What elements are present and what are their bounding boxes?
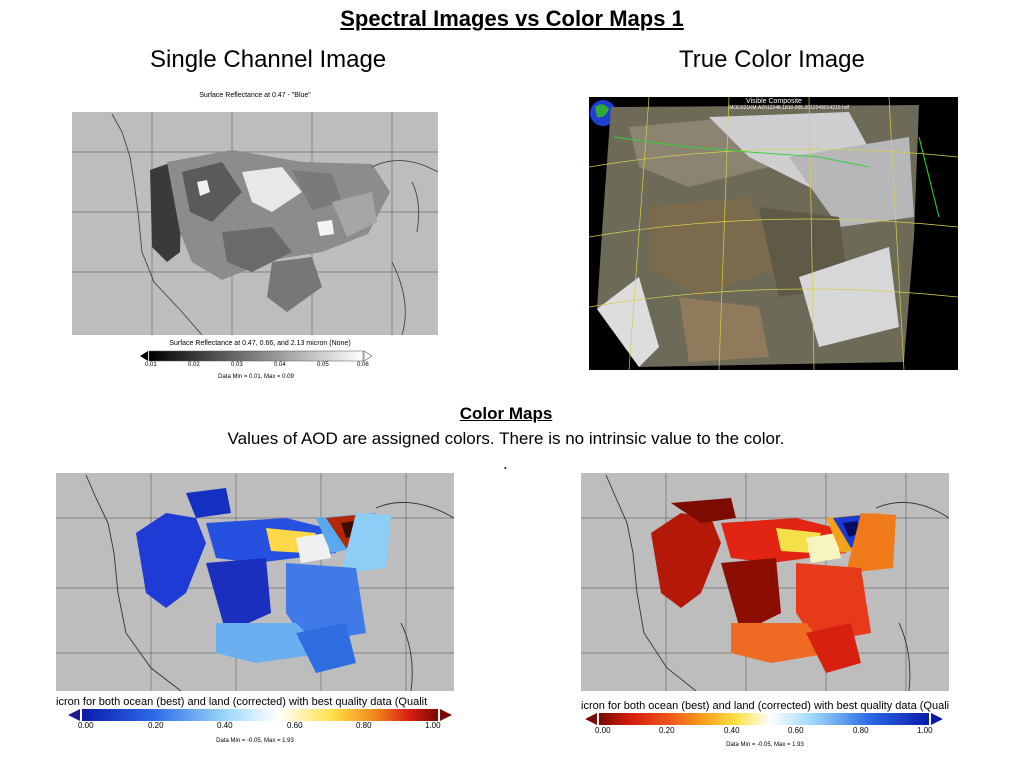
tick-label: 1.00 <box>917 726 933 735</box>
color-maps-heading: Color Maps <box>459 404 553 423</box>
tick-label: 0.80 <box>356 721 372 730</box>
tick-label: 0.05 <box>317 362 329 368</box>
tick-label: 0.00 <box>595 726 611 735</box>
aod-map-blue <box>56 473 454 691</box>
single-channel-map <box>72 112 438 335</box>
tick-label: 0.60 <box>788 726 804 735</box>
tick-label: 0.80 <box>853 726 869 735</box>
aod-blue-data-range: Data Min = -0.05, Max = 1.93 <box>216 738 294 744</box>
true-color-image: Visible Composite MOD021KM.A2012248.1810… <box>589 97 958 370</box>
tick-label: 0.04 <box>274 362 286 368</box>
true-color-caption-2: MOD021KM.A2012248.1810.005.2012249014210… <box>729 105 849 111</box>
tick-label: 0.02 <box>188 362 200 368</box>
aod-blue-colorbar-title: icron for both ocean (best) and land (co… <box>56 696 428 708</box>
aod-red-colorbar <box>585 712 943 726</box>
tick-label: 0.01 <box>145 362 157 368</box>
single-channel-map-title: Surface Reflectance at 0.47 - "Blue" <box>199 92 311 99</box>
aod-map-red <box>581 473 949 691</box>
tick-label: 0.06 <box>357 362 369 368</box>
tick-label: 0.60 <box>287 721 303 730</box>
color-maps-dot: . <box>503 454 508 473</box>
aod-red-data-range: Data Min = -0.05, Max = 1.93 <box>726 742 804 748</box>
tick-label: 0.20 <box>659 726 675 735</box>
slide-title: Spectral Images vs Color Maps 1 <box>340 6 684 31</box>
single-channel-heading: Single Channel Image <box>150 46 387 73</box>
aod-blue-ticks: 0.00 0.20 0.40 0.60 0.80 1.00 <box>78 721 448 731</box>
true-color-caption-1: Visible Composite <box>746 98 802 105</box>
tick-label: 0.00 <box>78 721 94 730</box>
tick-label: 0.03 <box>231 362 243 368</box>
aod-blue-colorbar <box>68 708 452 722</box>
single-channel-ticks: 0.01 0.02 0.03 0.04 0.05 0.06 <box>145 362 370 371</box>
single-channel-colorbar <box>140 349 373 362</box>
tick-label: 0.20 <box>148 721 164 730</box>
true-color-heading: True Color Image <box>679 46 865 73</box>
single-channel-data-range: Data Min = 0.01, Max = 0.09 <box>218 374 294 380</box>
tick-label: 0.40 <box>217 721 233 730</box>
color-maps-description: Values of AOD are assigned colors. There… <box>227 429 785 448</box>
tick-label: 1.00 <box>425 721 441 730</box>
aod-red-colorbar-title: icron for both ocean (best) and land (co… <box>581 700 949 712</box>
tick-label: 0.40 <box>724 726 740 735</box>
aod-red-ticks: 0.00 0.20 0.40 0.60 0.80 1.00 <box>595 726 940 736</box>
single-channel-colorbar-title: Surface Reflectance at 0.47, 0.66, and 2… <box>169 340 351 347</box>
